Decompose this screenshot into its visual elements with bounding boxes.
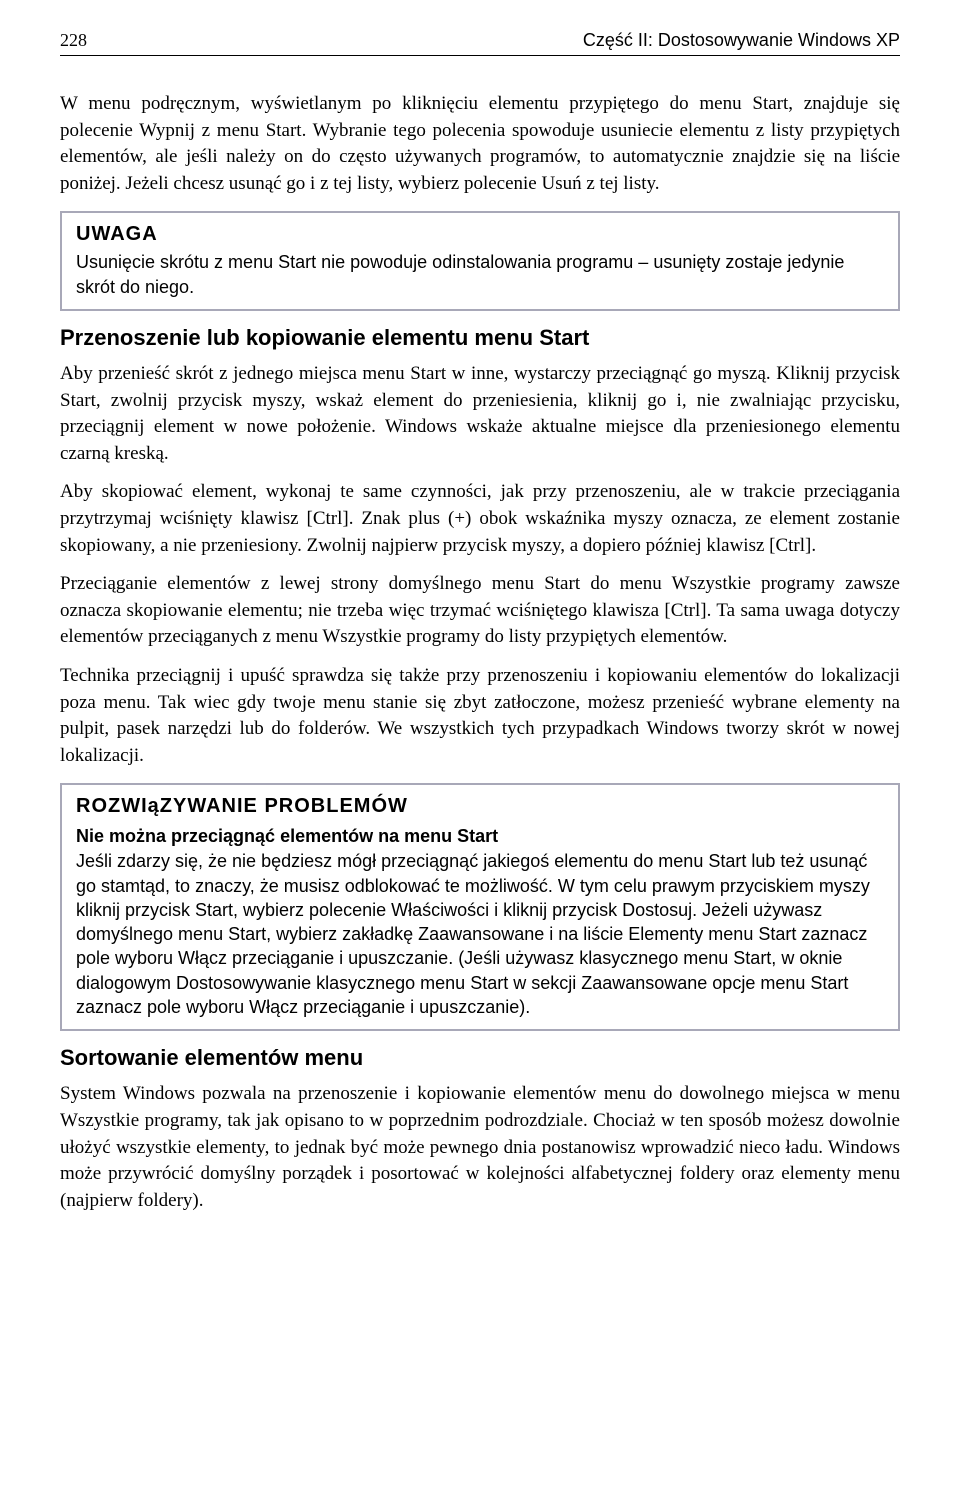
troubleshooting-callout: ROZWIąZYWANIE PROBLEMÓW Nie można przeci… — [60, 783, 900, 1031]
move-paragraph-3: Przeciąganie elementów z lewej strony do… — [60, 571, 900, 651]
troubleshooting-text: Jeśli zdarzy się, że nie będziesz mógł p… — [76, 849, 884, 1019]
page-header: 228 Część II: Dostosowywanie Windows XP — [60, 30, 900, 56]
move-paragraph-1: Aby przenieść skrót z jednego miejsca me… — [60, 361, 900, 467]
page-number: 228 — [60, 30, 87, 51]
troubleshooting-title: ROZWIąZYWANIE PROBLEMÓW — [76, 795, 884, 818]
move-paragraph-4: Technika przeciągnij i upuść sprawdza si… — [60, 663, 900, 769]
note-title: UWAGA — [76, 223, 884, 246]
sort-paragraph: System Windows pozwala na przenoszenie i… — [60, 1081, 900, 1214]
troubleshooting-subheading: Nie można przeciągnąć elementów na menu … — [76, 826, 884, 847]
note-callout: UWAGA Usunięcie skrótu z menu Start nie … — [60, 211, 900, 311]
move-paragraph-2: Aby skopiować element, wykonaj te same c… — [60, 479, 900, 559]
chapter-title: Część II: Dostosowywanie Windows XP — [583, 30, 900, 51]
section-heading-sorting: Sortowanie elementów menu — [60, 1045, 900, 1071]
note-text: Usunięcie skrótu z menu Start nie powodu… — [76, 250, 884, 299]
section-heading-moving: Przenoszenie lub kopiowanie elementu men… — [60, 325, 900, 351]
intro-paragraph: W menu podręcznym, wyświetlanym po klikn… — [60, 91, 900, 197]
